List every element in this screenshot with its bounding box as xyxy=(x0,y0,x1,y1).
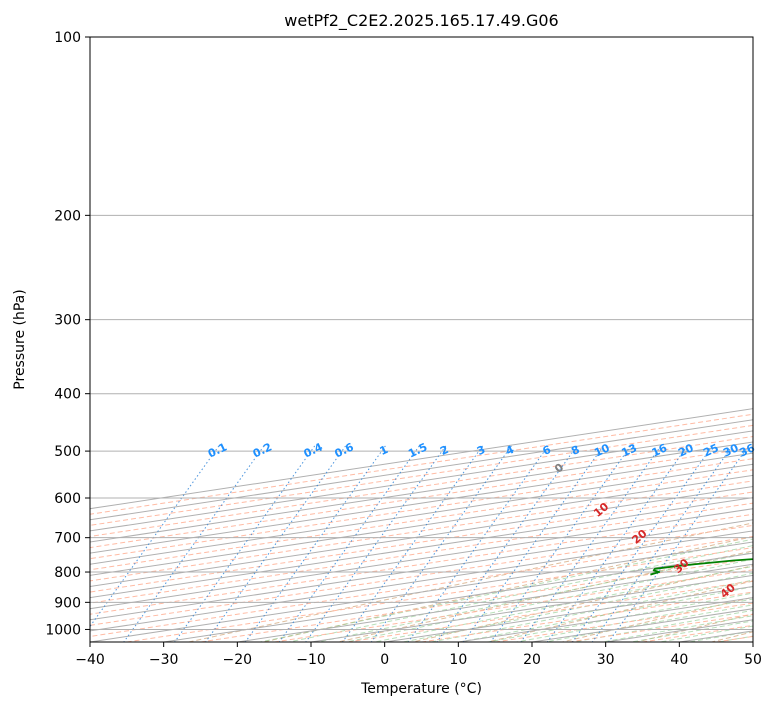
mixing-ratio-line xyxy=(436,445,578,642)
mixing-ratio-line xyxy=(278,445,420,642)
x-tick-label: −40 xyxy=(75,652,105,668)
mixing-ratio-label: 36 xyxy=(737,441,757,459)
mixing-ratio-line xyxy=(546,445,688,642)
isotherm-dashed-line xyxy=(90,458,753,560)
mixing-ratio-line xyxy=(520,445,662,642)
line-annotations: -100-90-80-70-60-50-40-30-20-100.10.20.4… xyxy=(206,440,757,600)
mixing-ratio-label: 13 xyxy=(620,441,639,459)
y-tick-label: 700 xyxy=(54,531,81,547)
isotherm-line xyxy=(90,452,753,554)
dry-adiabat-line xyxy=(485,580,753,642)
x-axis-label: Temperature (°C) xyxy=(360,681,482,697)
x-axis: −40 −30 −20 −10 0 10 20 30 40 50 xyxy=(75,642,762,668)
x-tick-label: 30 xyxy=(597,652,615,668)
moist-adiabat-line xyxy=(257,538,753,642)
mixing-ratio-line xyxy=(571,445,713,642)
mixing-ratio-line xyxy=(607,445,750,642)
y-axis: 100 200 300 400 500 600 700 800 900 1000 xyxy=(45,30,90,638)
isotherm-dashed-line xyxy=(90,513,753,615)
mixing-ratio-line xyxy=(370,445,512,642)
mixing-ratio-label: 25 xyxy=(701,441,720,459)
isotherm-line xyxy=(90,519,753,621)
x-tick-label: 50 xyxy=(744,652,762,668)
isotherm-line xyxy=(90,530,753,632)
y-tick-label: 200 xyxy=(54,208,81,224)
isotherm-dashed-line xyxy=(90,480,753,582)
moist-adiabat-line xyxy=(343,558,753,642)
mixing-ratio-line xyxy=(174,445,316,642)
isotherm-dashed-line xyxy=(90,469,753,571)
x-tick-label: 20 xyxy=(523,652,541,668)
y-tick-label: 500 xyxy=(54,444,81,460)
moist-adiabat-line xyxy=(456,586,753,642)
x-tick-label: 40 xyxy=(670,652,688,668)
moist-adiabat-line xyxy=(485,592,753,642)
isotherm-line xyxy=(90,541,753,642)
isotherm-dashed-line xyxy=(90,535,753,637)
y-axis-label: Pressure (hPa) xyxy=(12,289,28,389)
mixing-ratio-line xyxy=(462,445,604,642)
mixing-ratio-label: 10 xyxy=(592,441,612,459)
dry-adiabat-line xyxy=(186,522,753,642)
x-tick-label: 0 xyxy=(380,652,389,668)
background-lines xyxy=(90,408,753,642)
gridlines xyxy=(90,37,753,630)
mixing-ratio-label: 16 xyxy=(650,441,670,459)
isotherm-line xyxy=(90,485,753,587)
isotherm-dashed-line xyxy=(90,502,753,604)
x-tick-label: −20 xyxy=(223,652,253,668)
y-tick-label: 400 xyxy=(54,387,81,403)
mixing-ratio-line xyxy=(305,445,447,642)
mixing-ratio-line xyxy=(490,445,632,642)
mixing-ratio-label: 30 xyxy=(721,441,741,459)
plot-frame xyxy=(89,36,754,643)
y-tick-label: 100 xyxy=(54,30,81,46)
x-tick-label: −10 xyxy=(296,652,326,668)
isotherm-line xyxy=(90,497,753,599)
mixing-ratio-label: 20 xyxy=(676,441,696,459)
isotherm-dashed-line xyxy=(90,524,753,626)
y-tick-label: 300 xyxy=(54,313,81,329)
mixing-ratio-line xyxy=(90,445,220,628)
isotherm-dashed-line xyxy=(90,491,753,593)
isotherm-line xyxy=(90,474,753,576)
y-tick-label: 600 xyxy=(54,491,81,507)
mixing-ratio-line xyxy=(244,445,386,642)
isotherm-dashed-line xyxy=(123,547,753,642)
x-tick-label: 10 xyxy=(449,652,467,668)
y-tick-label: 1000 xyxy=(45,622,81,638)
isotherm-line xyxy=(90,508,753,610)
mixing-ratio-line xyxy=(591,445,733,642)
mixing-ratio-line xyxy=(407,445,549,642)
mixing-ratio-line xyxy=(204,445,347,642)
moist-adiabat-line xyxy=(372,565,753,642)
y-tick-label: 800 xyxy=(54,565,81,581)
moist-adiabat-line xyxy=(542,604,753,642)
chart-title: wetPf2_C2E2.2025.165.17.49.G06 xyxy=(284,11,558,31)
mixing-ratio-line xyxy=(123,445,265,642)
moist-adiabat-line xyxy=(315,551,753,642)
moist-adiabat-line xyxy=(400,572,753,642)
moist-adiabat-line xyxy=(513,598,753,642)
y-tick-label: 900 xyxy=(54,595,81,611)
mixing-ratio-line xyxy=(341,445,484,642)
isotherm-line xyxy=(90,463,753,565)
x-tick-label: −30 xyxy=(149,652,179,668)
